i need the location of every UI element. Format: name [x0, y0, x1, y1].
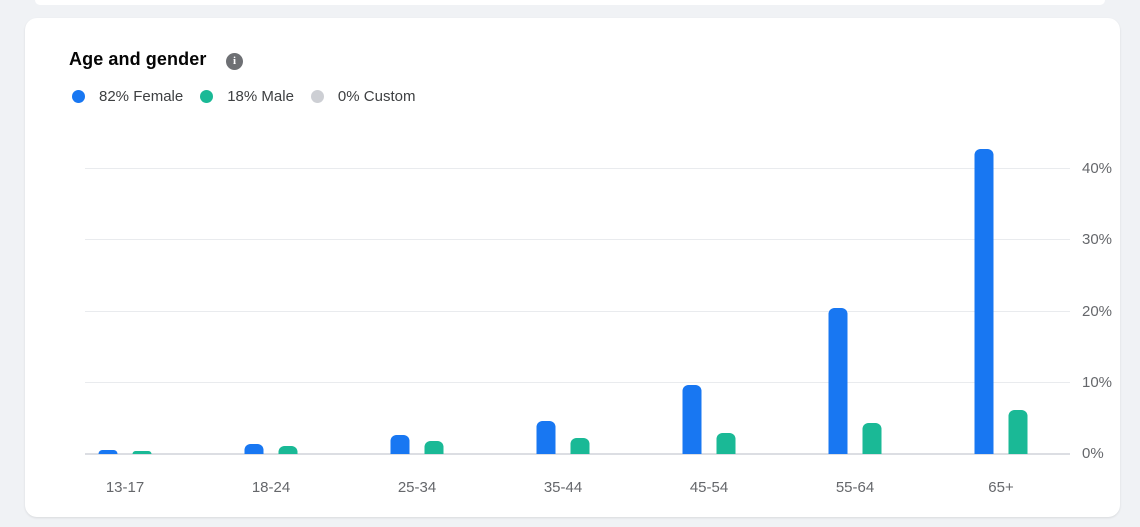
gridline-40%	[85, 168, 1070, 169]
previous-card-bottom-edge	[35, 0, 1105, 5]
bar-female-13-17[interactable]	[98, 450, 118, 454]
y-axis: 0% 10% 20% 30% 40%	[1082, 138, 1140, 462]
y-tick-label-30%: 30%	[1082, 231, 1113, 249]
bar-group-65+	[974, 149, 1028, 454]
bar-group-18-24	[244, 444, 298, 454]
gridline-10%	[85, 381, 1070, 383]
bar-group-13-17	[98, 450, 152, 454]
bar-male-18-24[interactable]	[278, 446, 298, 454]
bar-female-18-24[interactable]	[244, 444, 264, 454]
x-tick-label-18-24: 18-24	[251, 479, 291, 496]
x-tick-label-45-54: 45-54	[689, 479, 729, 496]
y-tick-label-10%: 10%	[1082, 373, 1113, 391]
age-and-gender-card: Age and gender i 82% Female 18% Male 0% …	[25, 18, 1120, 517]
chart-legend: 82% Female 18% Male 0% Custom	[72, 88, 415, 105]
bar-group-55-64	[828, 307, 882, 454]
gridline-20%	[85, 310, 1070, 312]
y-tick-label-40%: 40%	[1082, 160, 1113, 177]
bar-male-13-17[interactable]	[132, 451, 152, 454]
bar-group-35-44	[536, 421, 590, 454]
bar-male-65+[interactable]	[1008, 409, 1028, 454]
bar-male-55-64[interactable]	[862, 422, 882, 454]
legend-label-custom: 0% Custom	[337, 88, 416, 105]
bar-group-45-54	[682, 384, 736, 454]
x-axis: 13-17 18-24 25-34 35-44 45-54 55-64 65+	[85, 479, 1070, 501]
legend-item-male: 18% Male	[200, 88, 294, 105]
gridline-30%	[85, 239, 1070, 241]
x-tick-label-55-64: 55-64	[835, 479, 875, 496]
x-tick-label-65+: 65+	[988, 479, 1014, 496]
x-tick-label-25-34: 25-34	[397, 479, 437, 496]
bar-female-25-34[interactable]	[390, 434, 410, 454]
bar-group-25-34	[390, 434, 444, 454]
card-title: Age and gender	[69, 49, 207, 69]
custom-legend-dot-icon	[310, 90, 324, 103]
y-tick-label-20%: 20%	[1082, 302, 1113, 320]
bar-female-55-64[interactable]	[828, 307, 848, 454]
bar-female-45-54[interactable]	[682, 384, 702, 454]
x-tick-label-13-17: 13-17	[105, 479, 145, 496]
bar-male-35-44[interactable]	[570, 437, 590, 454]
x-axis-baseline	[85, 453, 1070, 455]
bar-male-45-54[interactable]	[716, 432, 736, 454]
bar-male-25-34[interactable]	[424, 441, 444, 454]
info-icon[interactable]: i	[226, 53, 243, 70]
male-legend-dot-icon	[200, 90, 214, 103]
legend-label-male: 18% Male	[227, 88, 294, 105]
legend-item-female: 82% Female	[72, 88, 183, 105]
legend-item-custom: 0% Custom	[310, 88, 416, 105]
female-legend-dot-icon	[72, 90, 85, 103]
y-tick-label-0%: 0%	[1082, 445, 1104, 462]
bar-female-35-44[interactable]	[536, 421, 556, 454]
plot-area	[85, 138, 1070, 455]
x-tick-label-35-44: 35-44	[543, 479, 583, 496]
bar-female-65+[interactable]	[974, 149, 994, 454]
legend-label-female: 82% Female	[99, 88, 184, 105]
